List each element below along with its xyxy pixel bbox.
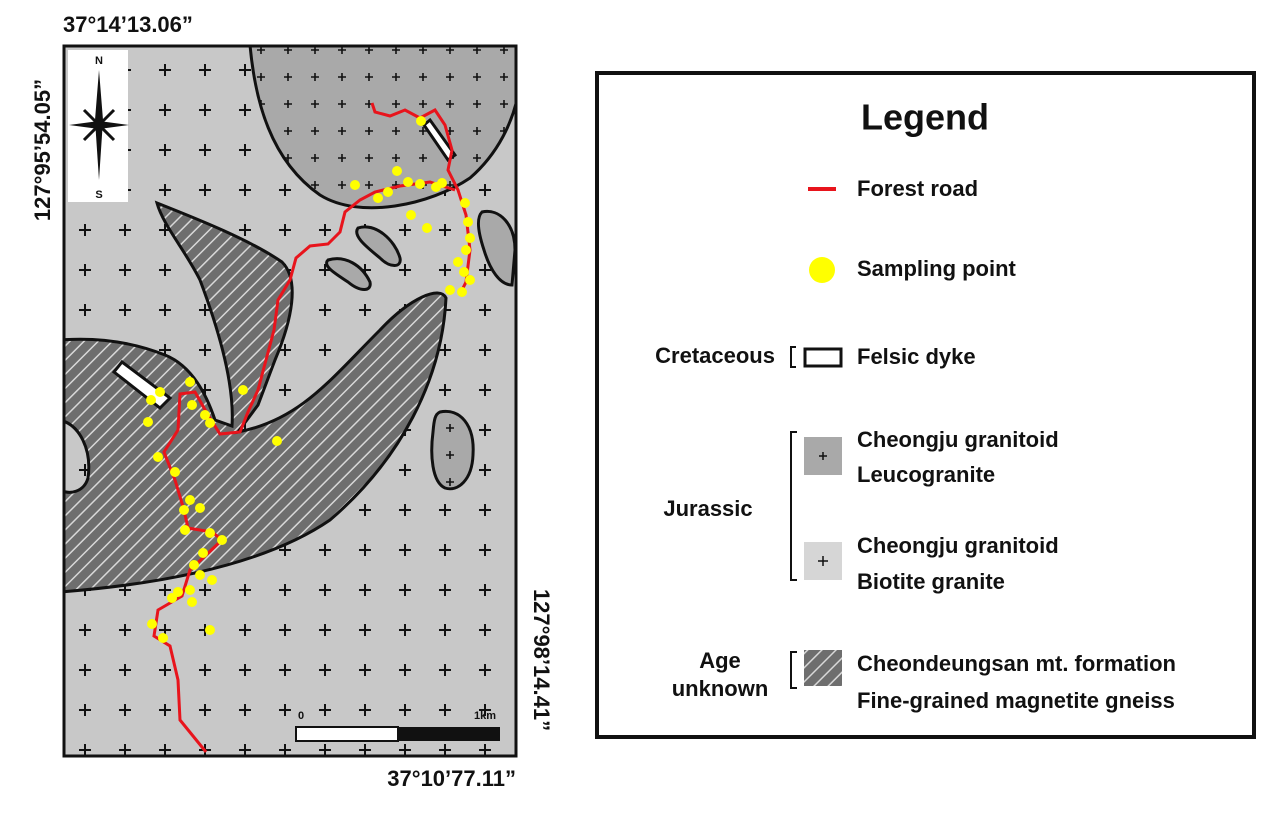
sampling-point — [187, 400, 197, 410]
legend-label: Forest road — [857, 176, 978, 201]
sampling-points — [143, 116, 475, 643]
sampling-point — [445, 285, 455, 295]
sampling-point — [416, 116, 426, 126]
sampling-point — [465, 275, 475, 285]
sampling-point — [205, 418, 215, 428]
leucogranite — [355, 225, 402, 267]
sampling-point — [217, 535, 227, 545]
sampling-point — [170, 467, 180, 477]
forest-road — [370, 102, 472, 291]
felsic-dyke — [421, 117, 458, 163]
scale-bar — [295, 726, 399, 742]
gneiss-symbol — [804, 650, 842, 686]
sampling-point — [392, 166, 402, 176]
sampling-point — [167, 593, 177, 603]
dyke-symbol — [803, 347, 843, 368]
legend-label: Leucogranite — [857, 462, 995, 487]
sampling-point — [406, 210, 416, 220]
felsic-dyke — [111, 359, 173, 410]
map-area — [65, 47, 515, 755]
sampling-point — [453, 257, 463, 267]
age-label: unknown — [672, 676, 769, 701]
legend-box — [595, 71, 1256, 739]
sampling-point — [383, 187, 393, 197]
sampling-point — [198, 548, 208, 558]
map-frame — [62, 44, 518, 758]
sampling-point — [155, 387, 165, 397]
sampling-point — [463, 217, 473, 227]
sampling-symbol — [809, 257, 835, 283]
compass — [69, 70, 129, 180]
legend-label: Cheongju granitoid — [857, 533, 1059, 558]
sampling-point — [158, 633, 168, 643]
bracket — [790, 431, 797, 581]
age-label: Cretaceous — [655, 343, 775, 368]
sampling-point — [180, 525, 190, 535]
sampling-point — [205, 528, 215, 538]
sampling-point — [187, 597, 197, 607]
sampling-point — [195, 570, 205, 580]
sampling-point — [207, 575, 217, 585]
sampling-point — [147, 619, 157, 629]
sampling-point — [272, 436, 282, 446]
sampling-point — [465, 233, 475, 243]
bracket — [790, 346, 796, 368]
sampling-point — [460, 198, 470, 208]
sampling-point — [461, 245, 471, 255]
compass-north: N — [95, 55, 103, 67]
sampling-point — [373, 193, 383, 203]
sampling-point — [457, 287, 467, 297]
sampling-point — [185, 495, 195, 505]
plus — [819, 452, 827, 460]
legend-label: Sampling point — [857, 256, 1017, 281]
sampling-point — [459, 267, 469, 277]
legend-label: Cheondeungsan mt. formation — [857, 651, 1176, 676]
leucogranite — [430, 409, 475, 491]
sampling-point — [185, 377, 195, 387]
sampling-point — [179, 505, 189, 515]
legend-title: Legend — [861, 97, 989, 138]
sampling-point — [146, 395, 156, 405]
bracket — [790, 651, 797, 689]
coordinate: 37°10’77.11” — [387, 766, 516, 791]
sampling-point — [403, 177, 413, 187]
sampling-point — [205, 625, 215, 635]
scale-bar — [398, 727, 500, 741]
coordinate: 127°95’54.05” — [30, 79, 55, 221]
sampling-point — [189, 560, 199, 570]
sampling-point — [422, 223, 432, 233]
leucogranite — [325, 257, 372, 291]
scale-end: 1km — [474, 710, 496, 722]
sampling-point — [195, 503, 205, 513]
sampling-point — [238, 385, 248, 395]
sampling-point — [437, 178, 447, 188]
legend-label: Felsic dyke — [857, 344, 976, 369]
legend-label: Biotite granite — [857, 569, 1005, 594]
legend-label: Cheongju granitoid — [857, 427, 1059, 452]
legend-label: Fine-grained magnetite gneiss — [857, 688, 1175, 713]
sampling-point — [415, 179, 425, 189]
age-label: Age — [699, 648, 741, 673]
compass-south: S — [95, 189, 102, 201]
sampling-point — [153, 452, 163, 462]
leucogranite — [476, 209, 515, 287]
sampling-point — [200, 410, 210, 420]
age-label: Jurassic — [663, 496, 752, 521]
plus — [818, 556, 828, 566]
coordinate: 37°14’13.06” — [63, 12, 193, 37]
sampling-point — [350, 180, 360, 190]
compass-star — [82, 108, 116, 142]
coordinate: 127°98’14.41” — [529, 589, 554, 731]
sampling-point — [143, 417, 153, 427]
scale-start: 0 — [298, 710, 304, 722]
biotite-granite — [65, 420, 91, 494]
sampling-point — [185, 585, 195, 595]
